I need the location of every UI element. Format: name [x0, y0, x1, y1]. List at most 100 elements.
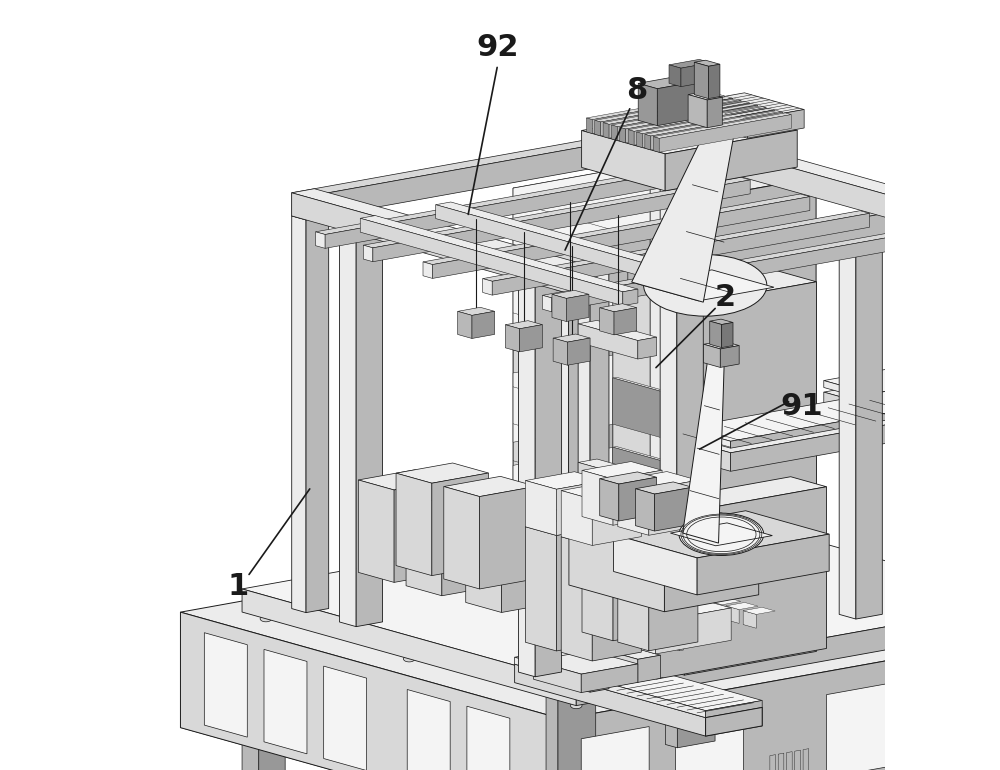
Polygon shape [655, 487, 692, 531]
Polygon shape [613, 262, 816, 306]
Text: 8: 8 [626, 76, 648, 105]
Polygon shape [614, 308, 637, 335]
Ellipse shape [658, 527, 661, 529]
Polygon shape [704, 344, 720, 367]
Polygon shape [518, 275, 562, 284]
Polygon shape [640, 578, 672, 585]
Polygon shape [358, 470, 451, 490]
Polygon shape [660, 167, 703, 176]
Polygon shape [653, 137, 659, 152]
Polygon shape [513, 151, 816, 215]
Polygon shape [864, 398, 887, 425]
Polygon shape [773, 414, 796, 442]
Polygon shape [444, 487, 480, 589]
Polygon shape [324, 666, 367, 770]
Polygon shape [542, 296, 552, 312]
Polygon shape [657, 583, 689, 591]
Polygon shape [503, 540, 535, 547]
Polygon shape [581, 727, 649, 770]
Polygon shape [316, 164, 702, 235]
Polygon shape [627, 614, 656, 654]
Polygon shape [427, 554, 459, 561]
Polygon shape [902, 731, 908, 755]
Polygon shape [458, 311, 472, 339]
Polygon shape [423, 194, 810, 265]
Polygon shape [623, 574, 655, 581]
Polygon shape [692, 593, 724, 600]
Polygon shape [616, 607, 648, 614]
Polygon shape [819, 407, 889, 424]
Polygon shape [627, 521, 656, 561]
Polygon shape [606, 572, 619, 590]
Polygon shape [520, 325, 542, 352]
Polygon shape [578, 463, 638, 497]
Polygon shape [841, 402, 912, 420]
Polygon shape [887, 394, 957, 411]
Polygon shape [614, 534, 697, 595]
Polygon shape [292, 212, 329, 220]
Polygon shape [467, 706, 510, 770]
Polygon shape [485, 535, 517, 542]
Polygon shape [680, 465, 683, 512]
Polygon shape [683, 430, 753, 448]
Polygon shape [292, 192, 306, 220]
Polygon shape [525, 472, 605, 489]
Polygon shape [613, 378, 680, 443]
Polygon shape [627, 600, 731, 621]
Polygon shape [316, 232, 325, 249]
Polygon shape [586, 94, 724, 119]
Polygon shape [609, 178, 816, 584]
Polygon shape [839, 217, 882, 226]
Polygon shape [581, 664, 638, 692]
Polygon shape [542, 227, 929, 298]
Polygon shape [650, 124, 950, 206]
Polygon shape [748, 109, 804, 138]
Polygon shape [677, 172, 703, 569]
Ellipse shape [985, 628, 997, 634]
Polygon shape [683, 430, 706, 458]
Polygon shape [515, 665, 706, 736]
Polygon shape [525, 527, 556, 651]
Polygon shape [683, 428, 731, 448]
Polygon shape [660, 172, 677, 569]
Polygon shape [554, 290, 569, 686]
Polygon shape [547, 591, 561, 608]
Polygon shape [796, 410, 819, 437]
Polygon shape [680, 534, 683, 581]
Polygon shape [552, 290, 589, 299]
Polygon shape [461, 563, 493, 571]
Polygon shape [614, 511, 829, 558]
Polygon shape [683, 377, 1000, 441]
Polygon shape [600, 479, 619, 521]
Polygon shape [180, 612, 562, 770]
Polygon shape [582, 470, 613, 525]
Polygon shape [325, 166, 702, 249]
Polygon shape [824, 380, 872, 401]
Polygon shape [677, 718, 715, 748]
Polygon shape [676, 649, 693, 770]
Polygon shape [706, 701, 762, 718]
Polygon shape [616, 610, 629, 628]
Polygon shape [709, 598, 741, 604]
Polygon shape [546, 688, 558, 770]
Ellipse shape [260, 616, 272, 622]
Polygon shape [582, 507, 662, 525]
Polygon shape [856, 222, 882, 619]
Polygon shape [638, 337, 657, 359]
Polygon shape [770, 755, 776, 770]
Polygon shape [601, 99, 733, 136]
Polygon shape [640, 582, 653, 599]
Polygon shape [483, 279, 492, 295]
Polygon shape [505, 325, 520, 352]
Polygon shape [619, 477, 657, 521]
Polygon shape [360, 216, 638, 292]
Polygon shape [535, 280, 562, 677]
Ellipse shape [624, 517, 628, 520]
Polygon shape [600, 472, 657, 484]
Polygon shape [621, 477, 826, 517]
Polygon shape [706, 427, 728, 454]
Polygon shape [613, 585, 683, 604]
Polygon shape [645, 134, 651, 150]
Polygon shape [537, 550, 569, 557]
Polygon shape [242, 507, 1000, 682]
